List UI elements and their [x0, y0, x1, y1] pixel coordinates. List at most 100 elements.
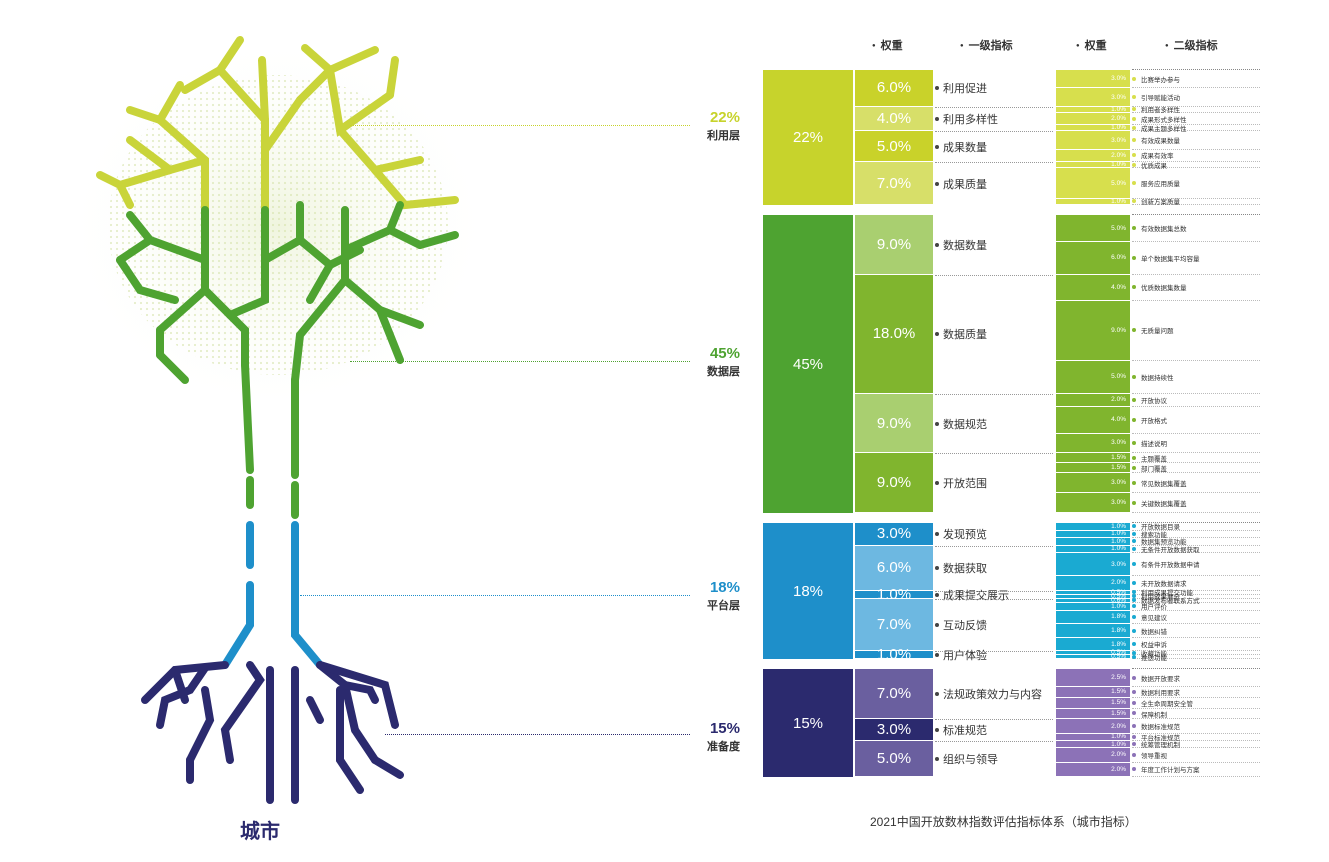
trunk-green [246, 476, 299, 519]
tree-illustration [63, 35, 493, 804]
platform-l2-name: 无条件开放数据获取 [1132, 546, 1260, 554]
data-l1-name: 数据数量 [935, 215, 1053, 275]
platform-connector [300, 595, 690, 596]
ready-l2-name: 领导重视 [1132, 748, 1260, 763]
data-l2-name: 描述说明 [1132, 434, 1260, 454]
data-l1-weight: 9.0% [855, 393, 933, 454]
platform-l2-weight: 0.5% [1056, 649, 1130, 656]
use-side-pct: 22% [709, 109, 740, 126]
ready-layer-block: 15% [763, 669, 853, 777]
ready-connector [385, 734, 690, 735]
platform-l2-name: 数据纠错 [1132, 624, 1260, 638]
use-l1-divider [935, 106, 1053, 108]
platform-l1-weight: 6.0% [855, 545, 933, 591]
data-l2-weight: 6.0% [1056, 242, 1130, 275]
use-l2-weight: 2.0% [1056, 149, 1130, 163]
use-side-name: 利用层 [707, 130, 740, 142]
caption: 2021中国开放数林指数评估指标体系（城市指标） [870, 815, 1137, 829]
use-l1-name: 利用促进 [935, 70, 1053, 107]
use-connector [350, 125, 690, 126]
platform-l2-weight: 1.0% [1056, 603, 1130, 611]
data-l2-name: 无质量问题 [1132, 301, 1260, 361]
platform-l1-divider [935, 598, 1053, 600]
trunk-blue [221, 521, 324, 669]
data-l2-weight: 3.0% [1056, 493, 1130, 513]
ready-l2-weight: 1.0% [1056, 741, 1130, 749]
use-l1-name: 利用多样性 [935, 107, 1053, 132]
use-l2-weight: 1.0% [1056, 106, 1130, 113]
data-l2-weight: 4.0% [1056, 274, 1130, 302]
header-level-2: 二级指标 [1165, 37, 1218, 53]
platform-l1-name: 成果提交展示 [935, 590, 1053, 602]
use-l1-divider [935, 131, 1053, 133]
ready-l2-name: 数据利用要求 [1132, 687, 1260, 698]
platform-l1-divider [935, 651, 1053, 653]
use-layer-block: 22% [763, 70, 853, 205]
data-l1-weight: 18.0% [855, 274, 933, 394]
ready-l2-weight: 1.5% [1056, 708, 1130, 720]
platform-l1-weight: 7.0% [855, 598, 933, 652]
data-connector [350, 361, 690, 362]
data-l2-weight: 2.0% [1056, 393, 1130, 408]
ready-l1-name: 法规政策效力与内容 [935, 669, 1053, 719]
data-l2-name: 部门覆盖 [1132, 463, 1260, 474]
use-l1-divider [935, 162, 1053, 164]
data-l2-weight: 3.0% [1056, 473, 1130, 494]
use-l1-weight: 6.0% [855, 70, 933, 107]
ready-l2-name: 保障机制 [1132, 709, 1260, 720]
ready-l2-name: 统筹管理机制 [1132, 741, 1260, 749]
header-weight-1: 权重 [872, 37, 903, 53]
data-l1-name: 数据质量 [935, 275, 1053, 394]
data-l1-divider [935, 453, 1053, 455]
platform-l2-name: 用户评价 [1132, 603, 1260, 611]
canopy-upper [96, 36, 459, 214]
data-l2-name: 单个数据集平均容量 [1132, 242, 1260, 275]
header-level-1: 一级指标 [960, 37, 1013, 53]
ready-l1-weight: 5.0% [855, 741, 933, 777]
data-l2-name: 优质数据集数量 [1132, 275, 1260, 302]
ready-l2-name: 全生命周期安全管 [1132, 698, 1260, 709]
platform-l2-name: 意见建议 [1132, 611, 1260, 625]
ready-l2-weight: 2.5% [1056, 669, 1130, 687]
header-weight-2: 权重 [1076, 37, 1107, 53]
use-l2-name: 服务应用质量 [1132, 168, 1260, 199]
ready-l2-weight: 2.0% [1056, 762, 1130, 777]
platform-l2-weight: 1.8% [1056, 610, 1130, 625]
use-l1-name: 成果质量 [935, 162, 1053, 205]
platform-l1-name: 互动反馈 [935, 599, 1053, 652]
data-l2-weight: 1.5% [1056, 453, 1130, 464]
data-l2-name: 数据持续性 [1132, 361, 1260, 394]
use-l1-weight: 4.0% [855, 106, 933, 132]
platform-l2-weight: 3.0% [1056, 553, 1130, 576]
use-l2-weight: 5.0% [1056, 168, 1130, 199]
data-l2-weight: 9.0% [1056, 301, 1130, 361]
use-l2-name: 创新方案质量 [1132, 199, 1260, 206]
ready-l1-weight: 7.0% [855, 669, 933, 720]
data-l2-weight: 4.0% [1056, 407, 1130, 434]
platform-l1-divider [935, 545, 1053, 547]
platform-l1-weight: 1.0% [855, 646, 933, 663]
data-l2-weight: 5.0% [1056, 215, 1130, 243]
use-l2-weight: 1.0% [1056, 161, 1130, 169]
platform-l2-weight: 1.0% [1056, 530, 1130, 539]
data-l2-name: 开放格式 [1132, 407, 1260, 434]
use-l2-weight: 3.0% [1056, 88, 1130, 107]
use-l2-weight: 2.0% [1056, 112, 1130, 126]
ready-l1-name: 标准规范 [935, 719, 1053, 741]
city-label: 城市 [240, 821, 280, 843]
use-l2-weight: 1.0% [1056, 198, 1130, 205]
data-side-pct: 45% [709, 345, 740, 362]
platform-layer-block: 18% [763, 523, 853, 659]
use-l1-weight: 5.0% [855, 131, 933, 163]
use-l2-name: 有效成果数量 [1132, 131, 1260, 150]
data-l2-name: 关键数据集覆盖 [1132, 493, 1260, 513]
data-l2-name: 有效数据集总数 [1132, 215, 1260, 243]
platform-l1-weight: 3.0% [855, 523, 933, 546]
use-l2-weight: 3.0% [1056, 131, 1130, 150]
data-l2-name: 开放协议 [1132, 394, 1260, 408]
platform-l2-name: 有条件开放数据申请 [1132, 553, 1260, 576]
data-l1-divider [935, 393, 1053, 395]
ready-l2-weight: 1.5% [1056, 687, 1130, 698]
ready-l1-divider [935, 719, 1053, 721]
platform-l2-weight: 0.5% [1056, 589, 1130, 596]
